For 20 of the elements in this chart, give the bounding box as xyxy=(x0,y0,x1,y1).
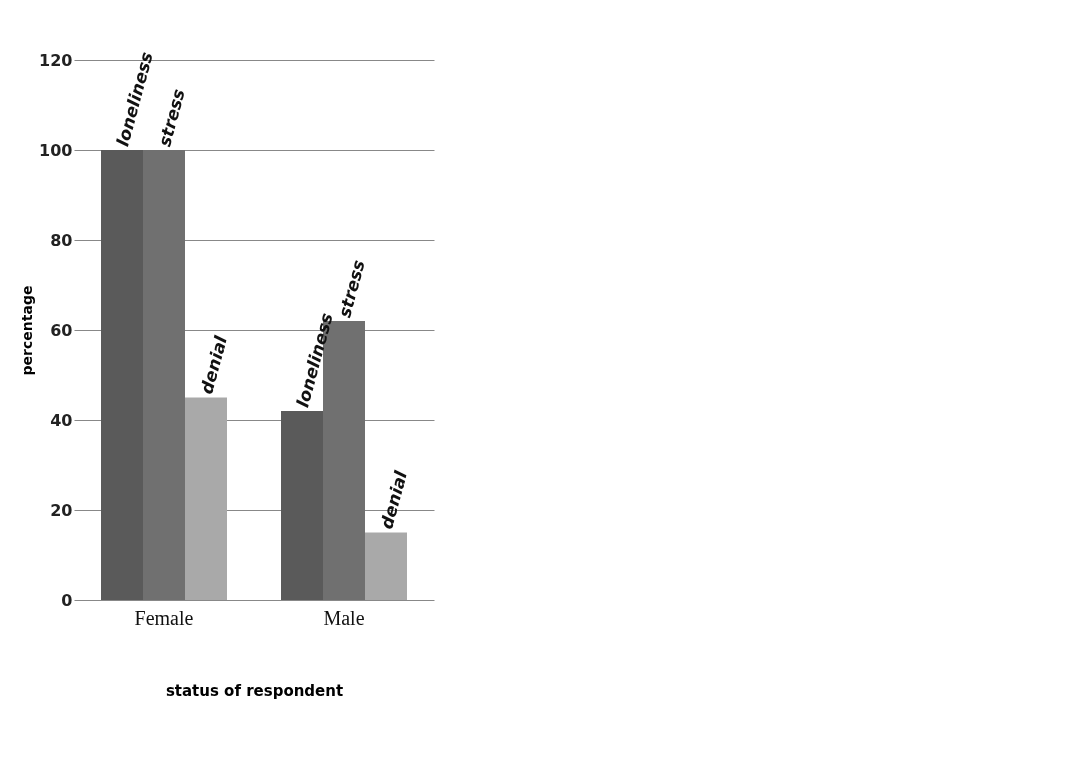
text: denial xyxy=(376,468,411,531)
bar xyxy=(365,532,407,600)
text: denial xyxy=(196,332,232,396)
y-tick-label: 120 xyxy=(39,50,73,70)
y-tick-label: 0 xyxy=(61,590,73,610)
x-axis-title: status of respondent xyxy=(165,681,344,700)
text: stress xyxy=(334,257,369,320)
y-tick-label: 40 xyxy=(50,410,73,430)
bar xyxy=(143,150,185,600)
bar xyxy=(281,411,323,600)
text: stress xyxy=(154,86,189,149)
bar xyxy=(101,150,143,600)
y-tick-label: 20 xyxy=(50,500,73,520)
y-tick-label: 60 xyxy=(50,320,73,340)
y-tick-label: 100 xyxy=(39,140,73,160)
bar xyxy=(185,397,227,600)
x-tick-label: Female xyxy=(134,606,194,629)
x-tick-label: Male xyxy=(323,606,365,629)
y-tick-label: 80 xyxy=(50,230,73,250)
y-axis-title: percentage xyxy=(19,285,36,376)
